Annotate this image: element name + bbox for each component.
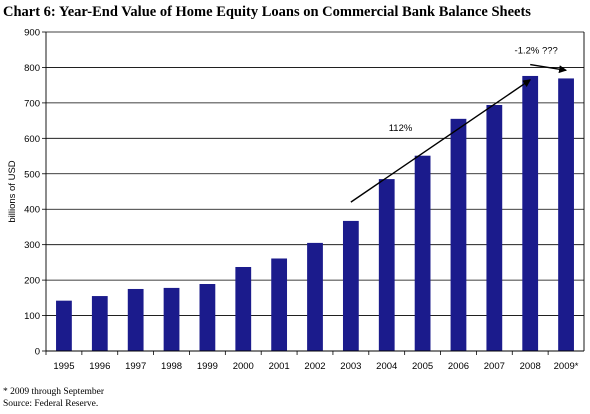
bar-1999 [199, 284, 216, 351]
y-tick-label: 400 [24, 205, 40, 216]
x-tick-label: 2005 [412, 361, 433, 372]
bar-2006 [450, 118, 467, 351]
annotation-label: 112% [389, 123, 413, 134]
bar-1995 [56, 300, 72, 351]
x-tick-label: 1998 [161, 361, 182, 372]
x-tick-label: 2009* [554, 361, 579, 372]
bar-2002 [307, 242, 323, 351]
bar-2001 [271, 258, 288, 351]
x-tick-label: 1995 [53, 361, 74, 372]
bar-1998 [163, 287, 180, 351]
bar-1996 [91, 296, 108, 351]
y-tick-label: 100 [24, 311, 40, 322]
bar-2009 [558, 78, 574, 351]
y-tick-label: 200 [24, 276, 40, 287]
x-tick-label: 2002 [304, 361, 325, 372]
y-tick-label: 800 [24, 63, 40, 74]
bar-2007 [486, 105, 503, 351]
bar-2004 [378, 179, 395, 351]
x-tick-label: 1996 [89, 361, 110, 372]
x-tick-label: 1997 [125, 361, 146, 372]
y-tick-label: 300 [24, 240, 40, 251]
chart-title: Chart 6: Year-End Value of Home Equity L… [3, 4, 531, 20]
annotation-arrow [350, 79, 532, 203]
y-tick-label: 600 [24, 134, 40, 145]
annotation-arrow [530, 63, 568, 74]
x-tick-label: 2006 [448, 361, 469, 372]
bar-layer [56, 75, 574, 351]
x-tick-label: 2000 [233, 361, 254, 372]
y-tick-label: 700 [24, 98, 40, 109]
bar-2005 [414, 155, 431, 351]
x-tick-label: 2004 [376, 361, 397, 372]
x-tick-label: 2003 [340, 361, 361, 372]
footnote-note: * 2009 through September [3, 387, 105, 397]
annotation-layer: 112% -1.2% ??? [350, 45, 568, 203]
bar-2008 [522, 75, 539, 351]
bar-1997 [127, 288, 144, 351]
bar-2003 [342, 220, 359, 351]
y-tick-label: 900 [24, 28, 40, 39]
x-tick-label: 2007 [484, 361, 505, 372]
x-tick-label: 1999 [197, 361, 218, 372]
bar-2000 [235, 266, 252, 351]
footnote-source: Source: Federal Reserve. [3, 399, 99, 409]
axis-layer: 0 100 200 300 400 500 600 700 800 900 billions of … [7, 28, 585, 372]
x-tick-label: 2008 [520, 361, 541, 372]
x-tick-label: 2001 [269, 361, 290, 372]
y-tick-label: 0 [35, 347, 40, 358]
y-axis-label: billions of USD [7, 160, 18, 222]
annotation-label: -1.2% ??? [515, 45, 558, 56]
y-tick-label: 500 [24, 169, 40, 180]
